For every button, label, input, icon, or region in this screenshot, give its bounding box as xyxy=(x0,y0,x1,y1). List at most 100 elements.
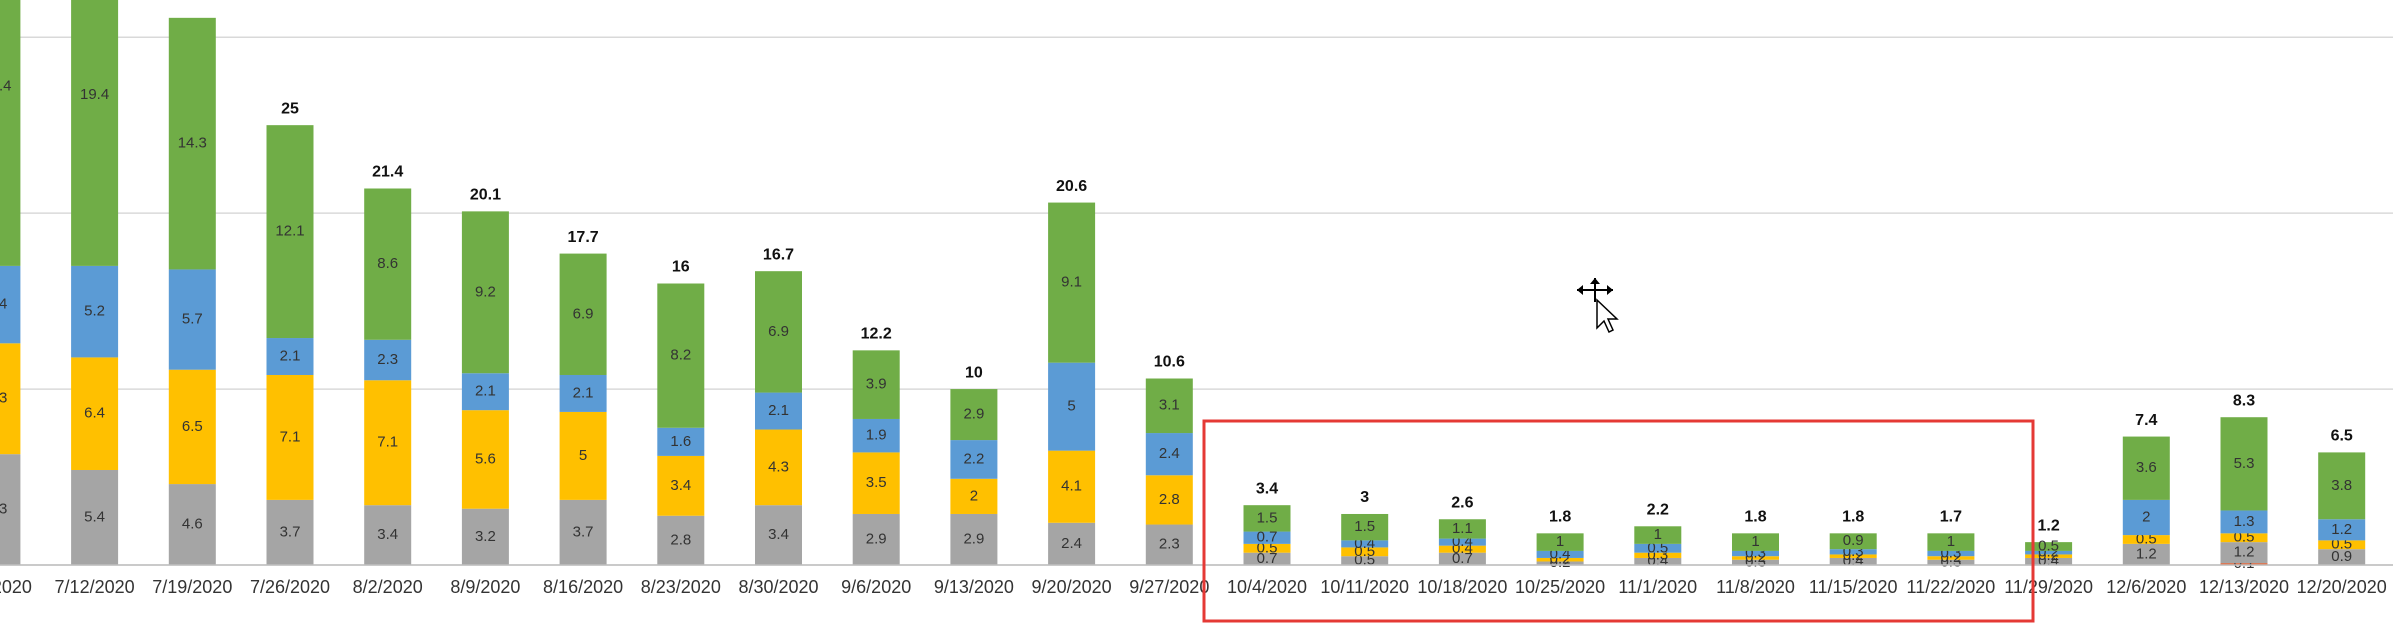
segment-label: 4.4 xyxy=(0,296,7,313)
segment-label: 1.9 xyxy=(866,427,887,444)
x-tick-label: 7/26/2020 xyxy=(250,577,330,597)
total-label: 1.7 xyxy=(1940,509,1962,526)
segment-label: 6.9 xyxy=(573,305,594,322)
segment-label: 8.2 xyxy=(670,347,691,364)
bar-segment xyxy=(1341,547,1389,557)
segment-label: 5.3 xyxy=(2234,455,2255,472)
total-label: 6.5 xyxy=(2331,428,2353,445)
segment-label: 6.3 xyxy=(0,501,7,518)
bar-segment xyxy=(168,369,216,485)
segment-label: 5 xyxy=(1067,398,1075,415)
bar-segment xyxy=(1927,533,1975,551)
segment-label: 2.1 xyxy=(573,384,594,401)
segment-label: 7.1 xyxy=(377,434,398,451)
bar-segment xyxy=(950,513,998,565)
x-tick-label: 9/27/2020 xyxy=(1129,577,1209,597)
total-label: 8.3 xyxy=(2233,392,2255,409)
total-label: 17.7 xyxy=(568,229,599,246)
bar-segment xyxy=(461,508,509,565)
bar-segment xyxy=(1732,550,1779,557)
total-label: 7.4 xyxy=(2135,412,2157,429)
total-label: 1.8 xyxy=(1744,509,1766,526)
segment-label: 0.7 xyxy=(1452,550,1473,567)
bar-segment xyxy=(1243,543,1291,553)
bar-segment xyxy=(71,265,119,358)
segment-label: 2 xyxy=(970,487,978,504)
bar-segment xyxy=(1048,522,1096,565)
bar-segment xyxy=(1927,550,1975,557)
total-label: 20.1 xyxy=(470,187,501,204)
bar-segment xyxy=(0,454,21,565)
bar-segment xyxy=(266,125,314,339)
bar-segment xyxy=(2318,540,2366,550)
segment-label: 1 xyxy=(1751,533,1759,550)
segment-label: 3.5 xyxy=(866,474,887,491)
bar-segment xyxy=(1732,533,1779,551)
x-tick-label: 8/23/2020 xyxy=(641,577,721,597)
bar-segment xyxy=(1634,552,1682,558)
segment-label: 1 xyxy=(1556,533,1564,550)
plot-area: 6.3 6.3 4.4 20.4 7/5/2020 5.4 6.4 5.2 19.4 7/12/2… xyxy=(0,0,2393,597)
bar-segment xyxy=(950,478,998,514)
segment-label: 6.4 xyxy=(84,405,105,422)
bar-segment xyxy=(2122,436,2170,500)
segment-label: 3.8 xyxy=(2331,477,2352,494)
segment-label: 1 xyxy=(1947,533,1955,550)
total-label: 20.6 xyxy=(1056,178,1087,195)
bar-segment xyxy=(266,338,314,375)
bar-segment xyxy=(1243,531,1291,544)
total-label: 21.4 xyxy=(372,164,403,181)
segment-label: 1.3 xyxy=(2234,513,2255,530)
x-tick-label: 11/29/2020 xyxy=(2004,577,2093,597)
bar-segment xyxy=(1048,362,1096,451)
bar-segment xyxy=(1536,561,1584,565)
x-tick-label: 7/19/2020 xyxy=(152,577,232,597)
bar-segment xyxy=(559,499,607,565)
segment-label: 0.9 xyxy=(2331,548,2352,565)
bar-segment xyxy=(2220,533,2268,543)
bar-segment xyxy=(657,283,705,428)
bar-segment xyxy=(1536,557,1584,562)
bar-segment xyxy=(755,271,802,393)
segment-label: 2.9 xyxy=(963,530,984,547)
bar-segment xyxy=(364,188,412,340)
x-tick-label: 10/11/2020 xyxy=(1320,577,1409,597)
bar-segment xyxy=(657,515,705,565)
bar-segment xyxy=(559,253,607,375)
x-tick-label: 12/20/2020 xyxy=(2297,577,2387,597)
bar-segment xyxy=(852,418,900,453)
x-tick-label: 11/1/2020 xyxy=(1618,577,1697,597)
bar-segment xyxy=(1438,519,1486,539)
x-tick-label: 7/5/2020 xyxy=(0,577,32,597)
bar-segment xyxy=(1048,202,1096,363)
total-label: 3.4 xyxy=(1256,480,1278,497)
bar-segment xyxy=(461,373,509,411)
bar-segment xyxy=(0,0,21,266)
segment-label: 2.2 xyxy=(963,450,984,467)
segment-label: 1.5 xyxy=(1257,509,1278,526)
bar-segment xyxy=(657,427,705,456)
segment-label: 1.6 xyxy=(670,433,691,450)
x-tick-label: 10/25/2020 xyxy=(1515,577,1605,597)
segment-label: 2.9 xyxy=(963,406,984,423)
bar-segment xyxy=(168,269,216,370)
bar-segment xyxy=(755,392,802,430)
bar-segment xyxy=(950,440,998,479)
bar-segment xyxy=(0,265,21,344)
segment-label: 2.4 xyxy=(1061,535,1082,552)
bar-segment xyxy=(2318,452,2366,520)
segment-label: 14.3 xyxy=(178,135,207,152)
bar-segment xyxy=(2220,417,2268,511)
segment-label: 3.2 xyxy=(475,528,496,545)
bar-segment xyxy=(755,505,802,565)
bar-segment xyxy=(852,452,900,514)
bar-segment xyxy=(2318,549,2366,565)
segment-label: 1.2 xyxy=(2234,544,2255,561)
total-label: 1.8 xyxy=(1842,509,1864,526)
segment-label: 2.8 xyxy=(670,531,691,548)
x-tick-label: 12/13/2020 xyxy=(2199,577,2289,597)
total-label: 2.6 xyxy=(1451,494,1473,511)
bar-segment xyxy=(1732,556,1779,560)
bar-segment xyxy=(1048,450,1096,523)
